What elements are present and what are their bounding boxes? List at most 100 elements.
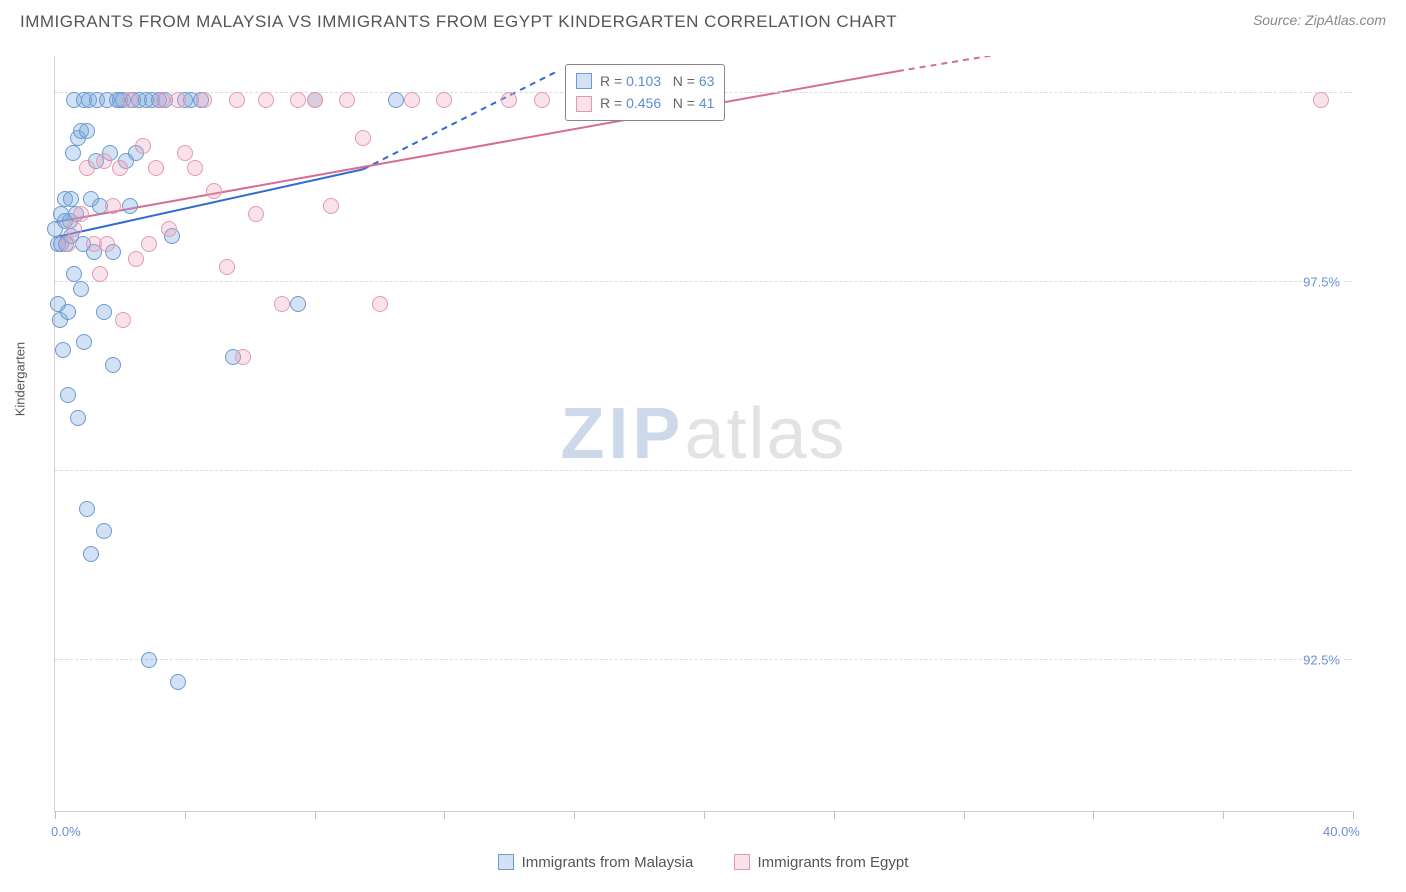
data-point bbox=[92, 266, 108, 282]
x-tick bbox=[574, 811, 575, 819]
data-point bbox=[154, 92, 170, 108]
correlation-legend: R = 0.103 N = 63R = 0.456 N = 41 bbox=[565, 64, 725, 121]
legend-item-malaysia: Immigrants from Malaysia bbox=[498, 854, 694, 871]
x-tick bbox=[444, 811, 445, 819]
data-point bbox=[248, 206, 264, 222]
watermark-zip: ZIP bbox=[560, 394, 684, 474]
source-label: Source: ZipAtlas.com bbox=[1253, 12, 1386, 28]
swatch-icon bbox=[576, 73, 592, 89]
data-point bbox=[290, 296, 306, 312]
chart-title: IMMIGRANTS FROM MALAYSIA VS IMMIGRANTS F… bbox=[20, 12, 897, 32]
data-point bbox=[170, 674, 186, 690]
x-tick bbox=[185, 811, 186, 819]
x-tick bbox=[834, 811, 835, 819]
data-point bbox=[96, 523, 112, 539]
data-point bbox=[105, 198, 121, 214]
data-point bbox=[187, 160, 203, 176]
data-point bbox=[235, 349, 251, 365]
x-tick bbox=[964, 811, 965, 819]
data-point bbox=[196, 92, 212, 108]
data-point bbox=[534, 92, 550, 108]
data-point bbox=[307, 92, 323, 108]
y-axis-title: Kindergarten bbox=[13, 342, 28, 416]
watermark-atlas: atlas bbox=[684, 394, 846, 474]
swatch-icon bbox=[498, 854, 514, 870]
x-tick-label: 0.0% bbox=[51, 824, 81, 839]
gridline bbox=[55, 659, 1352, 660]
data-point bbox=[115, 312, 131, 328]
x-tick bbox=[704, 811, 705, 819]
gridline bbox=[55, 470, 1352, 471]
correlation-text: R = 0.103 N = 63 bbox=[600, 70, 714, 92]
x-tick-label: 40.0% bbox=[1323, 824, 1360, 839]
legend-label: Immigrants from Malaysia bbox=[522, 854, 694, 871]
data-point bbox=[128, 251, 144, 267]
data-point bbox=[112, 160, 128, 176]
data-point bbox=[73, 206, 89, 222]
data-point bbox=[96, 304, 112, 320]
data-point bbox=[404, 92, 420, 108]
data-point bbox=[122, 92, 138, 108]
data-point bbox=[63, 191, 79, 207]
data-point bbox=[79, 501, 95, 517]
data-point bbox=[55, 342, 71, 358]
scatter-chart: ZIPatlas 92.5%97.5%0.0%40.0%R = 0.103 N … bbox=[54, 56, 1352, 812]
trend-lines bbox=[55, 56, 1352, 811]
x-tick bbox=[55, 811, 56, 819]
y-tick-label: 92.5% bbox=[1303, 652, 1344, 667]
data-point bbox=[60, 304, 76, 320]
data-point bbox=[219, 259, 235, 275]
data-point bbox=[323, 198, 339, 214]
data-point bbox=[83, 546, 99, 562]
correlation-text: R = 0.456 N = 41 bbox=[600, 92, 714, 114]
data-point bbox=[355, 130, 371, 146]
data-point bbox=[436, 92, 452, 108]
data-point bbox=[79, 160, 95, 176]
data-point bbox=[501, 92, 517, 108]
x-tick bbox=[1093, 811, 1094, 819]
data-point bbox=[70, 410, 86, 426]
data-point bbox=[148, 160, 164, 176]
data-point bbox=[229, 92, 245, 108]
data-point bbox=[170, 92, 186, 108]
data-point bbox=[105, 357, 121, 373]
watermark: ZIPatlas bbox=[560, 393, 846, 475]
data-point bbox=[290, 92, 306, 108]
legend-item-egypt: Immigrants from Egypt bbox=[734, 854, 909, 871]
x-tick bbox=[1223, 811, 1224, 819]
data-point bbox=[135, 138, 151, 154]
data-point bbox=[122, 198, 138, 214]
data-point bbox=[65, 145, 81, 161]
data-point bbox=[274, 296, 290, 312]
data-point bbox=[388, 92, 404, 108]
legend-label: Immigrants from Egypt bbox=[758, 854, 909, 871]
data-point bbox=[1313, 92, 1329, 108]
data-point bbox=[79, 123, 95, 139]
chart-header: IMMIGRANTS FROM MALAYSIA VS IMMIGRANTS F… bbox=[0, 0, 1406, 40]
swatch-icon bbox=[734, 854, 750, 870]
data-point bbox=[73, 281, 89, 297]
data-point bbox=[258, 92, 274, 108]
x-tick bbox=[315, 811, 316, 819]
data-point bbox=[76, 334, 92, 350]
data-point bbox=[60, 236, 76, 252]
data-point bbox=[66, 266, 82, 282]
data-point bbox=[99, 236, 115, 252]
legend-bottom: Immigrants from Malaysia Immigrants from… bbox=[0, 854, 1406, 875]
swatch-icon bbox=[576, 96, 592, 112]
data-point bbox=[161, 221, 177, 237]
data-point bbox=[96, 153, 112, 169]
x-tick bbox=[1353, 811, 1354, 819]
data-point bbox=[206, 183, 222, 199]
data-point bbox=[372, 296, 388, 312]
data-point bbox=[141, 652, 157, 668]
data-point bbox=[60, 387, 76, 403]
data-point bbox=[141, 236, 157, 252]
correlation-row: R = 0.103 N = 63 bbox=[576, 70, 714, 92]
correlation-row: R = 0.456 N = 41 bbox=[576, 92, 714, 114]
data-point bbox=[339, 92, 355, 108]
y-tick-label: 97.5% bbox=[1303, 274, 1344, 289]
gridline bbox=[55, 281, 1352, 282]
data-point bbox=[177, 145, 193, 161]
data-point bbox=[66, 221, 82, 237]
